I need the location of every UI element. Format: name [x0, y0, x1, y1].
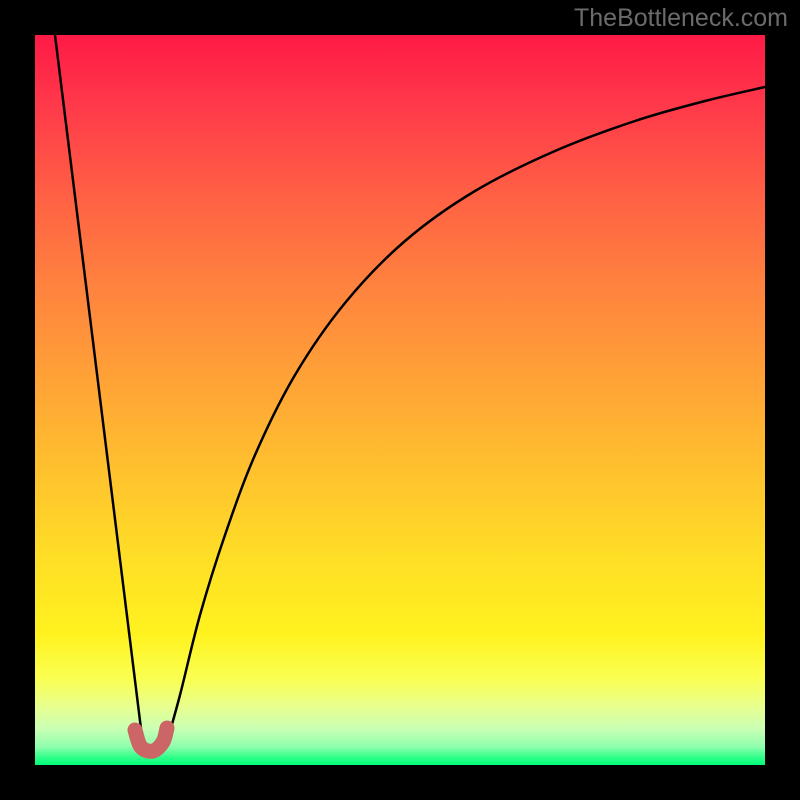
frame-border-bottom: [0, 765, 800, 800]
watermark-text: TheBottleneck.com: [574, 4, 788, 33]
frame-border-right: [765, 0, 800, 800]
chart-frame: [0, 0, 800, 800]
plot-area: [35, 35, 765, 765]
frame-border-left: [0, 0, 35, 800]
background-gradient: [35, 35, 765, 765]
